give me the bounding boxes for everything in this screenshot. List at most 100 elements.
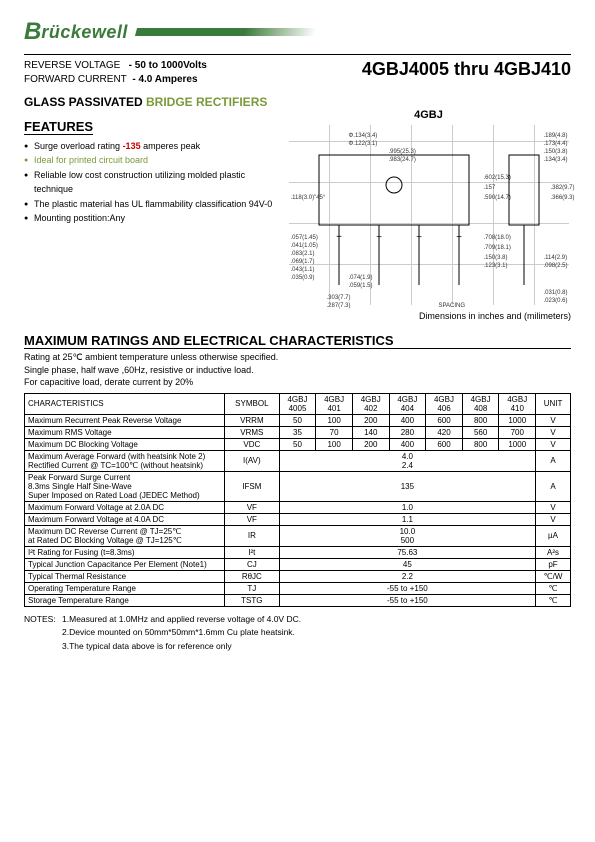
dimension-label: .023(0.6)	[544, 298, 568, 304]
symbol-cell: VF	[225, 501, 280, 513]
table-row: Peak Forward Surge Current8.3ms Single H…	[25, 471, 571, 501]
value-cell: 800	[462, 438, 499, 450]
dimension-label: .602(15.3)	[484, 175, 511, 181]
value-cell: 140	[352, 426, 389, 438]
subtitle-b: BRIDGE RECTIFIERS	[146, 95, 267, 109]
value-cell: 100	[316, 438, 353, 450]
table-header-cell: UNIT	[536, 393, 571, 414]
value-cell: 50	[279, 438, 316, 450]
dimension-label: .150(3.8)	[544, 149, 568, 155]
logo-swoosh	[136, 22, 571, 42]
value-cell-span: -55 to +150	[279, 582, 535, 594]
dimension-label: .069(1.7)	[291, 259, 315, 265]
table-row: Maximum Forward Voltage at 2.0A DCVF1.0V	[25, 501, 571, 513]
subtitle: GLASS PASSIVATED BRIDGE RECTIFIERS	[24, 95, 571, 109]
svg-text:−: −	[456, 232, 462, 243]
dimension-label: .098(2.5)	[544, 263, 568, 269]
value-cell: 800	[462, 414, 499, 426]
characteristic-cell: Maximum RMS Voltage	[25, 426, 225, 438]
spec-block: REVERSE VOLTAGE - 50 to 1000Volts FORWAR…	[24, 59, 207, 87]
value-cell: 200	[352, 414, 389, 426]
symbol-cell: IR	[225, 525, 280, 546]
rating-note: For capacitive load, derate current by 2…	[24, 376, 571, 389]
dimension-label: Φ.122(3.1)	[349, 141, 378, 147]
unit-cell: µA	[536, 525, 571, 546]
table-header-cell: 4GBJ401	[316, 393, 353, 414]
ratings-notes: Rating at 25℃ ambient temperature unless…	[24, 351, 571, 389]
dimension-label: .983(24.7)	[389, 157, 416, 163]
table-header-cell: 4GBJ406	[426, 393, 463, 414]
dimension-label: .287(7.3)	[327, 303, 351, 309]
ratings-heading: MAXIMUM RATINGS AND ELECTRICAL CHARACTER…	[24, 333, 571, 349]
characteristic-cell: Maximum DC Reverse Current @ TJ=25℃at Ra…	[25, 525, 225, 546]
table-header-row: CHARACTERISTICSSYMBOL4GBJ40054GBJ4014GBJ…	[25, 393, 571, 414]
unit-cell: V	[536, 438, 571, 450]
symbol-cell: VRRM	[225, 414, 280, 426]
symbol-cell: IFSM	[225, 471, 280, 501]
features-list: Surge overload rating -135 amperes peakI…	[24, 139, 274, 225]
forward-current-value: - 4.0 Amperes	[132, 74, 197, 85]
dimension-label: .590(14.7)	[484, 195, 511, 201]
table-row: Typical Thermal ResistanceRθJC2.2℃/W	[25, 570, 571, 582]
rating-note: Single phase, half wave ,60Hz, resistive…	[24, 364, 571, 377]
characteristic-cell: Maximum Average Forward (with heatsink N…	[25, 450, 225, 471]
table-row: Maximum RMS VoltageVRMS35701402804205607…	[25, 426, 571, 438]
dimension-label: .995(25.3)	[389, 149, 416, 155]
value-cell: 420	[426, 426, 463, 438]
logo: B rückewell	[24, 18, 571, 46]
dimension-label: .031(0.8)	[544, 290, 568, 296]
characteristic-cell: Storage Temperature Range	[25, 594, 225, 606]
value-cell: 400	[389, 414, 426, 426]
table-row: Typical Junction Capacitance Per Element…	[25, 558, 571, 570]
dimension-label: .708(18.0)	[484, 235, 511, 241]
table-header-cell: 4GBJ4005	[279, 393, 316, 414]
characteristic-cell: Peak Forward Surge Current8.3ms Single H…	[25, 471, 225, 501]
dimension-label: .035(0.9)	[291, 275, 315, 281]
unit-cell: V	[536, 501, 571, 513]
symbol-cell: VRMS	[225, 426, 280, 438]
footnote-item: 3.The typical data above is for referenc…	[62, 640, 571, 654]
symbol-cell: VDC	[225, 438, 280, 450]
table-row: I²t Rating for Fusing (t=8.3ms)I²t75.63A…	[25, 546, 571, 558]
table-header-cell: 4GBJ402	[352, 393, 389, 414]
svg-text:+: +	[336, 232, 342, 243]
reverse-voltage-label: REVERSE VOLTAGE	[24, 60, 120, 71]
dimension-label: SPACING	[439, 303, 466, 309]
symbol-cell: CJ	[225, 558, 280, 570]
dimension-note: Dimensions in inches and (milimeters)	[286, 311, 571, 321]
dimension-label: .074(1.9)	[349, 275, 373, 281]
subtitle-a: GLASS PASSIVATED	[24, 95, 146, 109]
table-row: Maximum Average Forward (with heatsink N…	[25, 450, 571, 471]
footnotes-label: NOTES:	[24, 614, 56, 624]
symbol-cell: I(AV)	[225, 450, 280, 471]
value-cell: 35	[279, 426, 316, 438]
symbol-cell: TSTG	[225, 594, 280, 606]
value-cell-span: 10.0500	[279, 525, 535, 546]
symbol-cell: TJ	[225, 582, 280, 594]
value-cell: 50	[279, 414, 316, 426]
characteristic-cell: Maximum Recurrent Peak Reverse Voltage	[25, 414, 225, 426]
dimension-label: .382(9.7)	[551, 185, 575, 191]
value-cell: 70	[316, 426, 353, 438]
symbol-cell: RθJC	[225, 570, 280, 582]
value-cell: 280	[389, 426, 426, 438]
value-cell-span: -55 to +150	[279, 594, 535, 606]
feature-item: Surge overload rating -135 amperes peak	[24, 139, 274, 153]
value-cell: 600	[426, 414, 463, 426]
value-cell-span: 75.63	[279, 546, 535, 558]
unit-cell: ℃	[536, 594, 571, 606]
characteristic-cell: Maximum Forward Voltage at 2.0A DC	[25, 501, 225, 513]
table-header-cell: 4GBJ410	[499, 393, 536, 414]
footnotes: NOTES: 1.Measured at 1.0MHz and applied …	[24, 613, 571, 654]
dimension-label: .157	[484, 185, 496, 191]
dimension-label: .150(3.8)	[484, 255, 508, 261]
dimension-label: .118(3.0)"45°	[291, 195, 326, 201]
dimension-label: .114(2.9)	[544, 255, 568, 261]
table-row: Maximum DC Blocking VoltageVDC5010020040…	[25, 438, 571, 450]
table-header-cell: 4GBJ408	[462, 393, 499, 414]
value-cell-span: 4.02.4	[279, 450, 535, 471]
dimension-label: .134(3.4)	[544, 157, 568, 163]
symbol-cell: I²t	[225, 546, 280, 558]
unit-cell: V	[536, 414, 571, 426]
value-cell: 1000	[499, 414, 536, 426]
